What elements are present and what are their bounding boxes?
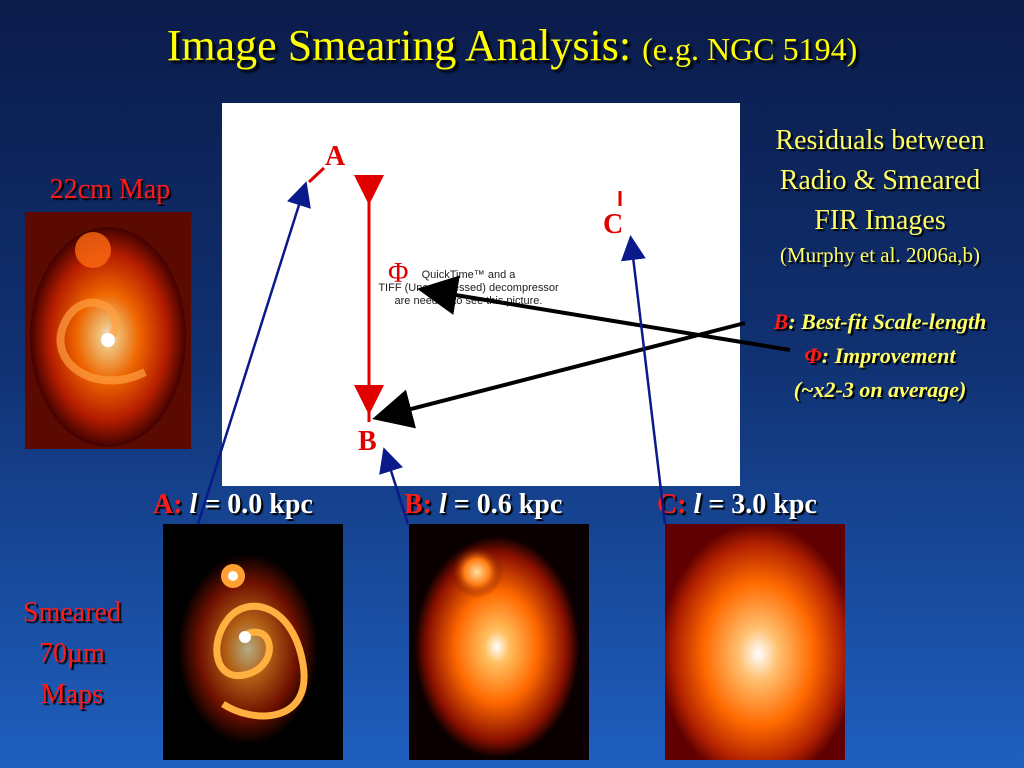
label-a: A	[325, 141, 346, 172]
scale-label-b: B: l = 0.6 kpc	[404, 489, 562, 521]
arrow-b-to-figure	[379, 447, 410, 525]
scale-a-letter: A:	[153, 489, 183, 520]
label-c: C	[603, 209, 624, 240]
residuals-line-1: Residuals between	[775, 125, 985, 156]
tick-a	[307, 166, 326, 184]
smeared-map-a-image	[163, 524, 343, 760]
scale-b-symbol: l	[439, 489, 447, 520]
slide-title: Image Smearing Analysis: (e.g. NGC 5194)	[0, 20, 1024, 71]
legend-b-text: : Best-fit Scale-length	[788, 309, 987, 334]
map-22cm-label: 22cm Map	[49, 174, 171, 205]
smeared-map-c-image	[665, 524, 845, 760]
scale-c-symbol: l	[693, 489, 702, 520]
title-main: Image Smearing Analysis:	[166, 21, 632, 70]
legend-b-line: B: Best-fit Scale-length	[736, 305, 1024, 339]
scale-a-symbol: l	[189, 489, 198, 520]
galaxy-a-graphic	[163, 524, 343, 760]
legend-average: (~x2-3 on average)	[793, 377, 967, 402]
residuals-citation: (Murphy et al. 2006a,b)	[779, 243, 981, 267]
residuals-text: Residuals between Radio & Smeared FIR Im…	[748, 121, 1012, 269]
legend-phi-symbol: Φ	[804, 343, 822, 368]
arrow-to-phi	[417, 275, 791, 352]
scale-label-a: A: l = 0.0 kpc	[153, 489, 313, 521]
arrow-a-to-figure	[196, 181, 311, 525]
residuals-line-2: Radio & Smeared	[779, 165, 981, 196]
legend-phi-line: Φ: Improvement	[736, 339, 1024, 373]
arrow-c-to-figure	[620, 235, 667, 525]
label-b: B	[358, 426, 377, 457]
residuals-line-3: FIR Images	[814, 205, 946, 236]
smeared-line-2: 70µm	[39, 638, 105, 669]
scale-b-value: = 0.6 kpc	[453, 489, 563, 520]
galaxy-22cm-graphic	[25, 212, 191, 449]
legend-b-symbol: B	[773, 309, 789, 334]
smeared-map-b-image	[409, 524, 589, 760]
scale-c-value: = 3.0 kpc	[708, 489, 817, 520]
label-phi: Φ	[388, 258, 409, 289]
legend-text: B: Best-fit Scale-length Φ: Improvement …	[736, 305, 1024, 407]
galaxy-b-graphic	[409, 524, 589, 760]
scale-a-value: = 0.0 kpc	[204, 489, 313, 520]
arrow-to-b	[372, 321, 746, 429]
smeared-line-3: Maps	[40, 679, 104, 710]
galaxy-c-graphic	[665, 524, 845, 760]
map-22cm-image	[25, 212, 191, 449]
scale-label-c: C: l = 3.0 kpc	[657, 489, 817, 521]
smeared-line-1: Smeared	[23, 597, 121, 628]
smeared-maps-label: Smeared 70µm Maps	[8, 592, 136, 715]
scale-b-letter: B:	[404, 489, 432, 520]
legend-phi-text: : Improvement	[821, 343, 956, 368]
title-sub: (e.g. NGC 5194)	[642, 31, 858, 67]
